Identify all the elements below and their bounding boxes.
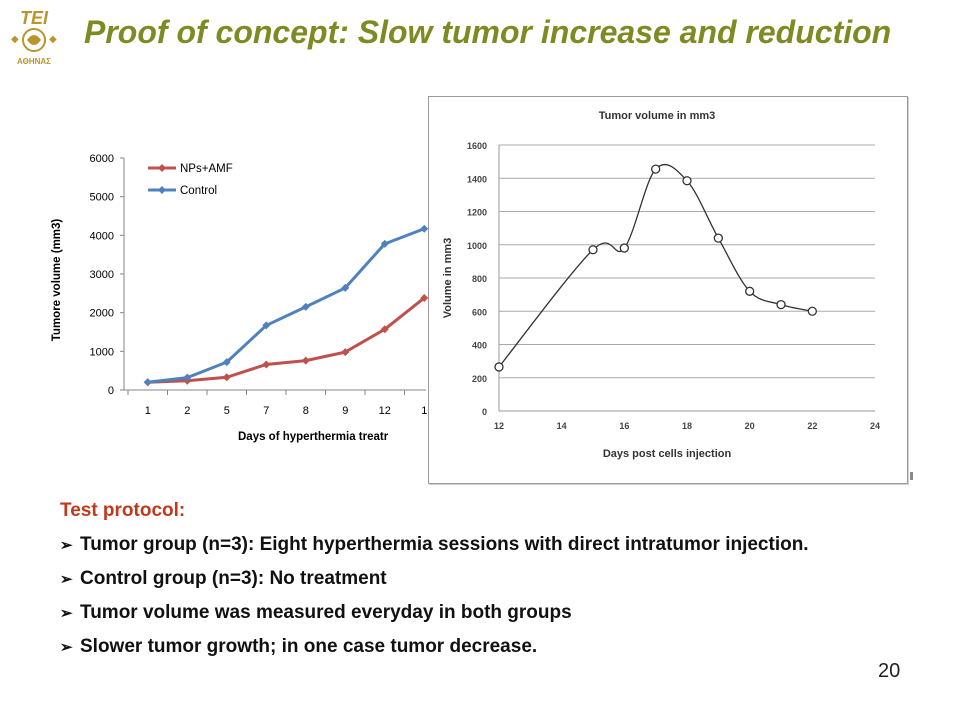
tumor-volume-chart-frame: Tumor volume in mm3 0 200 400 600 800 1000 1200… bbox=[428, 96, 908, 484]
protocol-item: ➢ Tumor group (n=3): Eight hyperthermia s… bbox=[60, 534, 920, 556]
chart2-svg: Tumor volume in mm3 0 200 400 600 800 1000 1200… bbox=[442, 110, 880, 460]
x-tick-label: 22 bbox=[807, 421, 817, 431]
legend-label: Control bbox=[180, 185, 217, 197]
x-tick-label: 2 bbox=[184, 405, 190, 417]
data-point bbox=[588, 245, 598, 255]
y-tick-label: 600 bbox=[472, 307, 487, 317]
y-axis-title: Volume in mm3 bbox=[442, 238, 454, 318]
data-point bbox=[380, 239, 389, 248]
y-tick-label: 0 bbox=[108, 385, 114, 397]
x-tick-label: 9 bbox=[342, 405, 348, 417]
hyperthermia-treatment-chart: 0 1000 2000 3000 4000 5000 6000 1 2 5 7 8 9 12 1 Days o… bbox=[40, 140, 440, 460]
y-tick-label: 6000 bbox=[90, 153, 114, 165]
data-point bbox=[807, 306, 817, 316]
x-tick-label: 12 bbox=[494, 421, 504, 431]
x-tick-label: 5 bbox=[224, 405, 230, 417]
test-protocol: Test protocol: ➢ Tumor group (n=3): Eight… bbox=[60, 500, 920, 670]
data-point bbox=[341, 348, 350, 357]
y-tick-label: 2000 bbox=[90, 308, 114, 320]
x-tick-label: 20 bbox=[745, 421, 755, 431]
data-point bbox=[420, 293, 429, 302]
protocol-heading: Test protocol: bbox=[60, 500, 186, 521]
arrow-bullet-icon: ➢ bbox=[60, 537, 73, 554]
x-tick-label: 1 bbox=[145, 405, 151, 417]
x-axis-title: Days post cells injection bbox=[603, 448, 732, 460]
svg-text:◆: ◆ bbox=[49, 34, 57, 45]
data-point bbox=[262, 321, 271, 330]
data-point bbox=[776, 299, 786, 310]
series-line bbox=[498, 163, 813, 368]
x-tick-label: 14 bbox=[557, 421, 567, 431]
data-point bbox=[420, 224, 429, 233]
y-tick-label: 1600 bbox=[467, 141, 487, 151]
protocol-item-text: Control group (n=3): No treatment bbox=[80, 568, 387, 589]
logo-text-top: TEI bbox=[20, 8, 49, 28]
x-tick-label: 8 bbox=[303, 405, 309, 417]
series-line-nps-amf bbox=[147, 296, 426, 384]
data-point bbox=[713, 233, 723, 243]
data-point bbox=[301, 356, 310, 365]
legend-label: NPs+AMF bbox=[180, 163, 233, 175]
x-tick-label: 7 bbox=[263, 405, 269, 417]
legend-marker bbox=[158, 186, 166, 194]
x-tick-label: 1 bbox=[421, 405, 427, 417]
y-tick-label: 3000 bbox=[90, 269, 114, 281]
data-point bbox=[341, 283, 350, 292]
y-tick-label: 4000 bbox=[90, 230, 114, 242]
data-point bbox=[143, 378, 152, 387]
protocol-item: ➢ Slower tumor growth; in one case tumor … bbox=[60, 636, 920, 658]
protocol-item: ➢ Control group (n=3): No treatment bbox=[60, 568, 920, 590]
data-point bbox=[262, 360, 271, 369]
data-point bbox=[380, 325, 389, 334]
x-tick-label: 24 bbox=[870, 421, 880, 431]
arrow-bullet-icon: ➢ bbox=[60, 571, 73, 588]
legend-marker bbox=[158, 164, 166, 172]
y-tick-label: 5000 bbox=[90, 192, 114, 204]
logo-text-bottom: ΑΘΗΝΑΣ bbox=[17, 57, 51, 66]
y-tick-label: 800 bbox=[472, 274, 487, 284]
y-tick-label: 400 bbox=[472, 341, 487, 351]
protocol-item-text: Slower tumor growth; in one case tumor d… bbox=[80, 636, 538, 657]
slide-title: Proof of concept: Slow tumor increase an… bbox=[84, 14, 892, 50]
x-axis-title: Days of hyperthermia treatr bbox=[238, 431, 389, 443]
data-point bbox=[183, 373, 192, 382]
arrow-bullet-icon: ➢ bbox=[60, 605, 73, 622]
protocol-item-text: Tumor group (n=3): Eight hyperthermia se… bbox=[80, 534, 809, 555]
frame-mark bbox=[910, 472, 913, 480]
data-point bbox=[222, 373, 231, 382]
y-tick-label: 0 bbox=[482, 407, 487, 417]
data-point bbox=[619, 243, 629, 253]
y-tick-label: 1000 bbox=[467, 241, 487, 251]
x-tick-label: 18 bbox=[682, 421, 692, 431]
data-point bbox=[222, 358, 231, 367]
svg-text:◆: ◆ bbox=[11, 34, 19, 45]
arrow-bullet-icon: ➢ bbox=[60, 639, 73, 656]
x-tick-label: 16 bbox=[619, 421, 629, 431]
y-tick-label: 1400 bbox=[467, 174, 487, 184]
tei-athens-logo: TEI ◆ ◆ ΑΘΗΝΑΣ bbox=[6, 6, 62, 68]
y-tick-label: 200 bbox=[472, 374, 487, 384]
page-number: 20 bbox=[878, 660, 901, 682]
y-axis-title: Tumore volume (mm3) bbox=[51, 219, 63, 342]
y-tick-label: 1200 bbox=[467, 208, 487, 218]
data-point bbox=[682, 176, 692, 186]
series-line-control bbox=[147, 227, 425, 384]
chart-title: Tumor volume in mm3 bbox=[599, 110, 716, 122]
protocol-item-text: Tumor volume was measured everyday in bo… bbox=[80, 602, 572, 623]
data-point bbox=[494, 362, 504, 372]
y-tick-label: 1000 bbox=[90, 346, 114, 358]
x-tick-label: 12 bbox=[379, 405, 391, 417]
data-point bbox=[745, 286, 755, 296]
data-point bbox=[301, 302, 310, 311]
data-point bbox=[651, 164, 661, 174]
protocol-item: ➢ Tumor volume was measured everyday in b… bbox=[60, 602, 920, 624]
